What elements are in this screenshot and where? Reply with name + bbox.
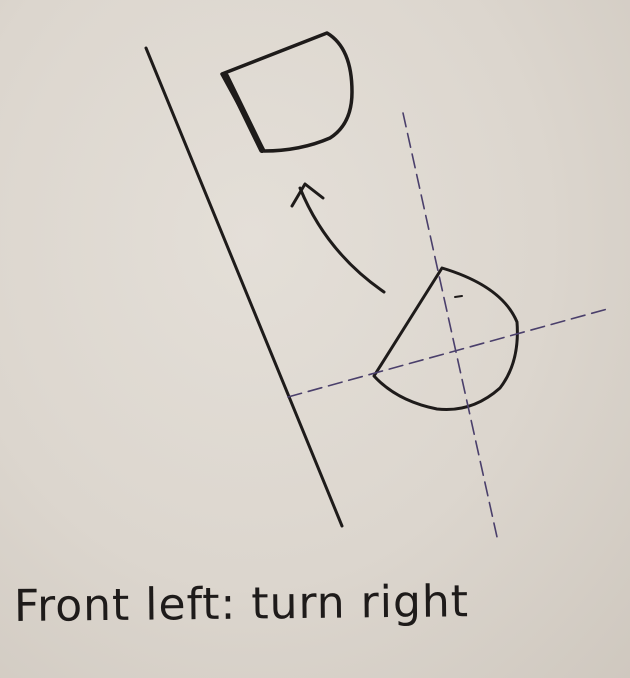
caption-text: Front left: turn right bbox=[13, 576, 470, 632]
target-d-shape-thick-edge bbox=[223, 73, 265, 153]
center-tick-mark bbox=[454, 295, 463, 298]
horizontal-dashed-axis bbox=[287, 307, 612, 398]
curved-turn-arrow-head bbox=[290, 182, 325, 208]
current-d-shape bbox=[372, 266, 519, 412]
target-d-shape bbox=[220, 31, 354, 153]
curved-turn-arrow-icon bbox=[298, 186, 386, 294]
vertical-dashed-axis bbox=[402, 112, 498, 538]
boundary-line bbox=[144, 46, 344, 528]
